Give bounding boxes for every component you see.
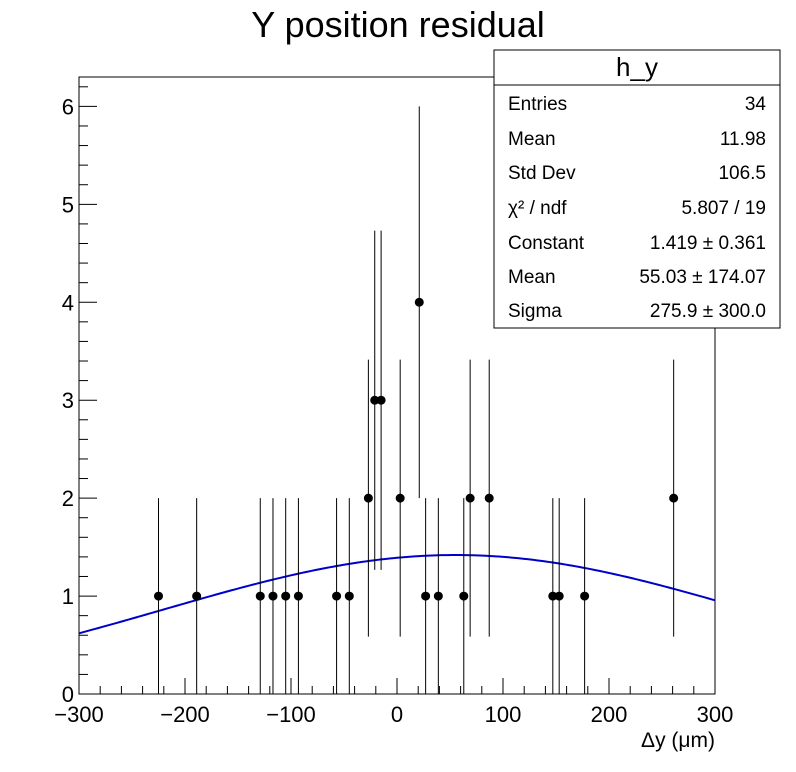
- x-tick-label: 300: [697, 702, 734, 727]
- data-point: [376, 395, 386, 405]
- stats-label: Std Dev: [508, 163, 576, 184]
- data-point: [395, 493, 405, 503]
- data-point: [344, 591, 354, 601]
- y-tick-label: 2: [62, 486, 74, 511]
- data-point: [363, 493, 373, 503]
- x-axis-title: Δy (μm): [641, 729, 715, 752]
- data-point: [370, 395, 380, 405]
- y-tick-label: 1: [62, 584, 74, 609]
- data-point: [484, 493, 494, 503]
- x-tick-label: −300: [54, 702, 104, 727]
- stats-value: 55.03 ± 174.07: [639, 267, 766, 288]
- data-point: [255, 591, 265, 601]
- x-tick-label: 0: [391, 702, 403, 727]
- stats-value: 11.98: [720, 129, 766, 150]
- stats-value: 5.807 / 19: [681, 198, 766, 219]
- stats-label: Sigma: [508, 301, 562, 322]
- fit-curve-group: [78, 554, 716, 635]
- x-tick-label: 100: [485, 702, 522, 727]
- data-point: [433, 591, 443, 601]
- stats-box-title: h_y: [616, 52, 658, 82]
- stats-value: 1.419 ± 0.361: [650, 233, 766, 254]
- stats-value: 106.5: [718, 163, 766, 184]
- y-tick-label: 3: [62, 388, 74, 413]
- data-point: [459, 591, 469, 601]
- y-tick-label: 5: [62, 192, 74, 217]
- stats-label: Entries: [508, 94, 567, 115]
- data-point: [669, 493, 679, 503]
- y-tick-label: 6: [62, 94, 74, 119]
- data-point: [154, 591, 163, 601]
- chart-title: Y position residual: [251, 4, 545, 45]
- data-point: [580, 591, 590, 601]
- data-point: [332, 591, 342, 601]
- axis-ticks: −300 −200 −100 0 100 200 300 0 1 2 3 4 5 6: [54, 86, 734, 727]
- y-tick-label: 4: [62, 290, 74, 315]
- stats-value: 275.9 ± 300.0: [650, 301, 766, 322]
- stats-label: χ² / ndf: [508, 198, 567, 219]
- data-points-group: [154, 106, 679, 694]
- stats-label: Constant: [508, 233, 585, 254]
- stats-box: h_y Entries 34 Mean 11.98 Std Dev 106.5 χ² / nd…: [493, 49, 781, 329]
- stats-value: 34: [745, 94, 767, 115]
- y-tick-label: 0: [62, 682, 74, 707]
- x-tick-label: 200: [591, 702, 628, 727]
- data-point: [465, 493, 475, 503]
- x-tick-label: −100: [266, 702, 316, 727]
- stats-label: Mean: [508, 129, 556, 150]
- data-point: [281, 591, 291, 601]
- data-point: [268, 591, 278, 601]
- data-point: [554, 591, 564, 601]
- stats-label: Mean: [508, 267, 556, 288]
- data-point: [192, 591, 202, 601]
- data-point: [548, 591, 558, 601]
- stats-box-frame: [493, 49, 781, 329]
- fit-curve: [78, 554, 716, 635]
- x-tick-label: −200: [160, 702, 210, 727]
- data-point: [421, 591, 431, 601]
- data-point: [293, 591, 303, 601]
- data-point: [414, 297, 424, 307]
